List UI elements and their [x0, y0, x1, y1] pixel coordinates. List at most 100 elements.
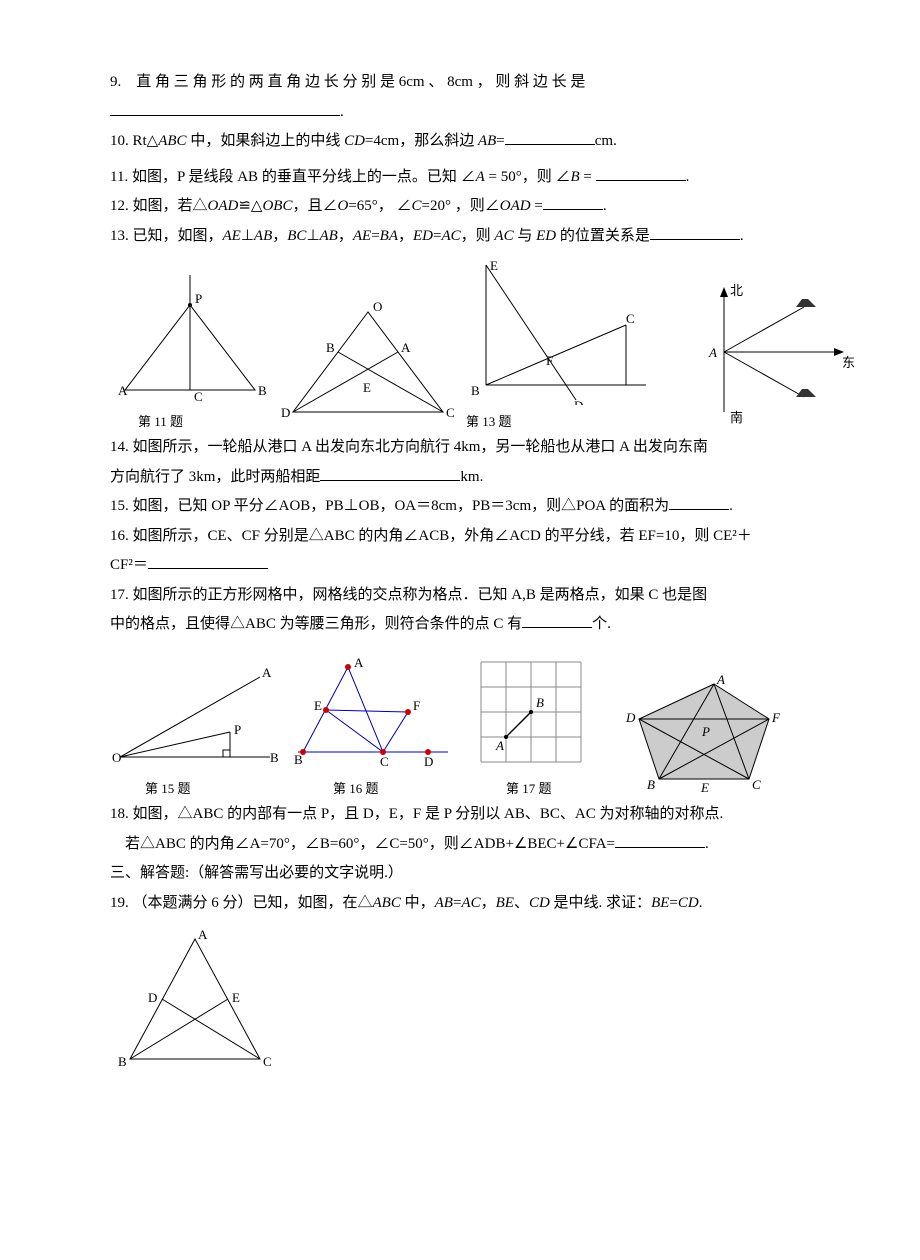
- sec3-text: 三、解答题:（解答需写出必要的文字说明.）: [110, 865, 403, 881]
- q12-cc: C: [412, 198, 422, 214]
- q15-tail: .: [729, 498, 733, 514]
- q15-blank: [669, 494, 729, 510]
- svg-text:北: 北: [730, 283, 743, 298]
- figure-15: O A P B 第 15 题: [110, 662, 280, 800]
- svg-text:O: O: [112, 750, 121, 765]
- svg-text:C: C: [380, 754, 389, 769]
- q18-blank: [615, 832, 705, 848]
- q13-ed2: ED: [536, 228, 556, 244]
- q19-abc: ABC: [373, 895, 401, 911]
- q13-ae: AE: [223, 228, 241, 244]
- svg-text:B: B: [326, 340, 335, 355]
- svg-text:B: B: [471, 383, 480, 398]
- svg-text:E: E: [490, 258, 498, 273]
- figure-18: A F C E B D P: [614, 674, 784, 800]
- svg-text:E: E: [314, 698, 322, 713]
- figure-11: P A C B 第 11 题: [110, 275, 270, 433]
- figure-row-2: O A P B 第 15 题 A B C D E F 第 16 题: [110, 652, 810, 800]
- q14-blank: [320, 465, 460, 481]
- figure-13: E C F B D 第 13 题: [466, 255, 666, 433]
- svg-text:F: F: [546, 353, 553, 368]
- q13-i: ，则: [461, 228, 495, 244]
- svg-text:A: A: [198, 927, 208, 942]
- q12-obc: OBC: [262, 198, 292, 214]
- q13-ba: BA: [380, 228, 398, 244]
- q10-abc: ABC: [158, 133, 186, 149]
- figure-16: A B C D E F 第 16 题: [288, 652, 458, 800]
- question-16: 16. 如图所示，CE、CF 分别是△ABC 的内角∠ACB，外角∠ACD 的平…: [110, 524, 810, 550]
- q13-ab2: AB: [320, 228, 338, 244]
- q10-ab: AB: [478, 133, 496, 149]
- svg-text:C: C: [194, 389, 203, 404]
- figure-11-svg: P A C B: [110, 275, 270, 405]
- q10-c: =4cm，那么斜边: [365, 133, 478, 149]
- figure-19: A D E B C: [110, 924, 810, 1080]
- svg-text:B: B: [270, 750, 279, 765]
- svg-text:O: O: [373, 299, 382, 314]
- q10-b: 中，如果斜边上的中线: [187, 133, 345, 149]
- q19-cd2: CD: [678, 895, 699, 911]
- q13-blank: [650, 224, 740, 240]
- q13-tail: .: [740, 228, 744, 244]
- q16-b: CF²＝: [110, 557, 148, 573]
- svg-text:D: D: [281, 405, 290, 420]
- question-19: 19. （本题满分 6 分）已知，如图，在△ABC 中，AB=AC，BE、CD …: [110, 891, 810, 917]
- q19-g: =: [669, 895, 677, 911]
- q17-blank: [522, 612, 592, 628]
- svg-text:E: E: [363, 380, 371, 395]
- q13-d: ⊥: [306, 228, 319, 244]
- q11-c: =: [580, 169, 596, 185]
- q13-j: 与: [514, 228, 537, 244]
- q18-a: 18. 如图，△ABC 的内部有一点 P，且 D，E，F 是 P 分别以 AB、…: [110, 806, 723, 822]
- svg-text:A: A: [354, 655, 364, 670]
- q19-be2: BE: [651, 895, 669, 911]
- svg-text:A: A: [262, 665, 272, 680]
- question-9-blank-line: .: [110, 100, 810, 126]
- q18-tail: .: [705, 836, 709, 852]
- section-3-header: 三、解答题:（解答需写出必要的文字说明.）: [110, 861, 810, 887]
- question-18b: 若△ABC 的内角∠A=70°，∠B=60°，∠C=50°，则∠ADB+∠BEC…: [110, 832, 810, 858]
- q13-bc: BC: [287, 228, 306, 244]
- svg-text:F: F: [771, 710, 781, 725]
- figure-19-svg: A D E B C: [110, 924, 280, 1074]
- q19-cd: CD: [529, 895, 550, 911]
- q19-ab: AB: [435, 895, 453, 911]
- q11-blank: [596, 165, 686, 181]
- q12-a: 12. 如图，若△: [110, 198, 208, 214]
- fig13-caption: 第 13 题: [466, 411, 666, 433]
- q16-blank: [148, 553, 268, 569]
- q9-tail: .: [340, 104, 344, 120]
- question-17b: 中的格点，且使得△ABC 为等腰三角形，则符合条件的点 C 有 个.: [110, 612, 810, 638]
- svg-text:A: A: [708, 345, 717, 360]
- q17-b: 中的格点，且使得△ABC 为等腰三角形，则符合条件的点 C 有: [110, 616, 522, 632]
- q17-c: 个.: [592, 616, 611, 632]
- svg-text:A: A: [716, 674, 725, 687]
- figure-18-svg: A F C E B D P: [614, 674, 784, 794]
- svg-text:C: C: [752, 777, 761, 792]
- q10-cd: CD: [344, 133, 365, 149]
- q12-d: =65°， ∠: [348, 198, 411, 214]
- q12-e: =20° ，则∠: [422, 198, 500, 214]
- svg-text:C: C: [446, 405, 455, 420]
- q12-blank: [543, 194, 603, 210]
- question-14b: 方向航行了 3km，此时两船相距km.: [110, 465, 810, 491]
- question-9: 9. 直 角 三 角 形 的 两 直 角 边 长 分 别 是 6cm 、 8cm…: [110, 70, 810, 96]
- question-18: 18. 如图，△ABC 的内部有一点 P，且 D，E，F 是 P 分别以 AB、…: [110, 802, 810, 828]
- q11-b: = 50°，则 ∠: [485, 169, 571, 185]
- q13-g: ，: [398, 228, 413, 244]
- fig17-caption: 第 17 题: [506, 778, 606, 800]
- svg-text:D: D: [574, 398, 583, 405]
- q19-tail: .: [699, 895, 703, 911]
- q13-ab: AB: [254, 228, 272, 244]
- q9-blank: [110, 100, 340, 116]
- q12-o: O: [337, 198, 348, 214]
- q13-a: 13. 已知，如图，: [110, 228, 223, 244]
- q19-e: 、: [514, 895, 529, 911]
- q13-ae2: AE: [353, 228, 371, 244]
- svg-text:B: B: [294, 752, 303, 767]
- q10-d: cm.: [595, 133, 617, 149]
- question-17: 17. 如图所示的正方形网格中，网格线的交点称为格点．已知 A,B 是两格点，如…: [110, 583, 810, 609]
- svg-text:E: E: [232, 990, 240, 1005]
- fig16-caption: 第 16 题: [333, 778, 458, 800]
- svg-text:E: E: [700, 780, 709, 794]
